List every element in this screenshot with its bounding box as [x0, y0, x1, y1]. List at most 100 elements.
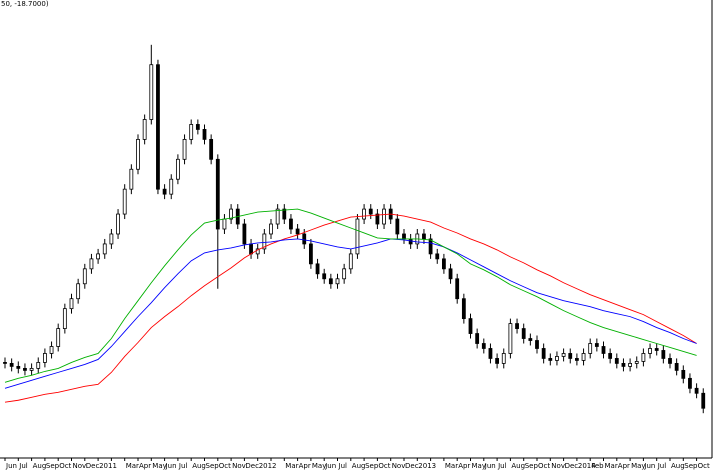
candle-body — [222, 218, 227, 230]
x-tick-label: Oct — [698, 462, 710, 470]
candle-body — [62, 308, 67, 329]
x-tick-label: Oct — [538, 462, 550, 470]
candle-body — [315, 263, 320, 275]
candle-body — [295, 228, 300, 235]
candle-body — [182, 138, 187, 160]
candle-body — [668, 358, 672, 364]
candle-body — [601, 346, 606, 354]
candle-body — [282, 208, 287, 220]
candle-body — [382, 208, 386, 225]
candle-body — [594, 343, 599, 347]
x-tick-label: 2012 — [259, 462, 277, 470]
x-tick-label: Mar — [126, 462, 139, 470]
x-tick-label: Jun — [484, 462, 496, 470]
x-tick-label: Jun — [5, 462, 17, 470]
candle-body — [674, 363, 679, 371]
candle-body — [422, 233, 426, 240]
x-tick-label: Apr — [299, 462, 311, 470]
x-tick-label: Oct — [59, 462, 71, 470]
x-tick-label: Mar — [605, 462, 618, 470]
candle-body — [608, 353, 613, 359]
candle-body — [189, 124, 194, 140]
candle-body — [289, 218, 293, 230]
candle-body — [614, 358, 619, 364]
x-tick-label: Sep — [365, 462, 379, 470]
x-tick-label: Nov — [232, 462, 246, 470]
candle-body — [495, 358, 500, 364]
x-tick-label: Nov — [73, 462, 87, 470]
candle-body — [322, 273, 327, 280]
candle-body — [441, 258, 446, 270]
candle-body — [515, 323, 519, 329]
candle-body — [149, 64, 154, 120]
candle-body — [136, 138, 140, 170]
candle-body — [375, 213, 380, 225]
x-tick-label: Jul — [338, 462, 348, 470]
candle-body — [342, 268, 347, 280]
candle-body — [162, 188, 167, 195]
moving-average-line — [4, 213, 697, 403]
x-tick-label: Oct — [219, 462, 231, 470]
candle-body — [116, 213, 120, 235]
x-tick-label: May — [472, 462, 486, 470]
candle-body — [395, 218, 400, 235]
x-tick-label: Sep — [46, 462, 60, 470]
x-tick-label: Nov — [551, 462, 565, 470]
candle-body — [69, 298, 74, 310]
moving-average-line — [4, 208, 697, 383]
candle-body — [142, 119, 147, 140]
candle-body — [681, 369, 686, 379]
candle-body — [541, 348, 546, 359]
candle-body — [581, 353, 586, 361]
candle-body — [16, 365, 21, 369]
moving-average-line — [4, 238, 697, 389]
x-tick-label: Apr — [458, 462, 470, 470]
candle-body — [488, 348, 493, 359]
x-tick-label: Apr — [139, 462, 151, 470]
x-tick-label: May — [631, 462, 645, 470]
candle-body — [175, 158, 180, 180]
candle-body — [9, 363, 14, 367]
candle-body — [242, 223, 247, 245]
candle-body — [209, 138, 214, 160]
candle-body — [648, 348, 652, 354]
candle-body — [455, 278, 460, 300]
candle-body — [435, 253, 440, 260]
x-tick-label: Jul — [178, 462, 188, 470]
x-tick-label: Sep — [206, 462, 220, 470]
x-tick-label: Mar — [285, 462, 298, 470]
x-tick-label: 2011 — [99, 462, 117, 470]
candle-body — [402, 233, 406, 240]
chart-title: 50, -18.7000) — [1, 0, 49, 8]
candle-body — [56, 328, 61, 347]
candle-body — [448, 268, 453, 280]
x-tick-label: Aug — [511, 462, 525, 470]
candle-body — [275, 208, 280, 225]
candle-body — [96, 253, 100, 260]
candle-body — [628, 363, 632, 367]
candle-body — [428, 238, 433, 255]
candle-body — [76, 283, 81, 300]
candle-body — [328, 278, 333, 285]
candle-body — [555, 356, 559, 361]
candle-body — [468, 318, 473, 334]
x-tick-label: Feb — [591, 462, 604, 470]
candle-body — [169, 178, 174, 195]
candle-body — [195, 124, 200, 130]
x-tick-label: Dec — [405, 462, 419, 470]
candle-body — [634, 361, 639, 364]
candle-body — [654, 348, 659, 351]
candle-body — [3, 362, 7, 364]
candle-body — [23, 367, 27, 371]
candle-body — [255, 248, 260, 255]
candle-body — [368, 208, 373, 215]
x-tick-label: Sep — [684, 462, 698, 470]
x-tick-label: Oct — [378, 462, 390, 470]
candle-body — [568, 353, 573, 359]
candle-body — [49, 346, 54, 354]
candle-body — [688, 377, 692, 389]
x-tick-label: Jul — [18, 462, 28, 470]
candle-body — [694, 387, 699, 394]
